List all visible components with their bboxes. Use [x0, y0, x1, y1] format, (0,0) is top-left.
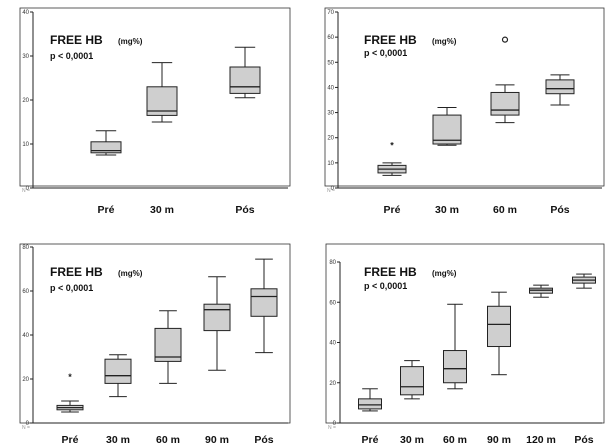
- y-tick-label: 80: [329, 260, 336, 266]
- box-iqr: [490, 91, 520, 116]
- chart-unit: (mg%): [118, 37, 143, 46]
- y-tick-label: 0: [26, 186, 30, 192]
- chart-panel-bottom-right: 0 20 40 60 80 N = Pré 30 m 60 m 90 m 120 m Pós FREE …: [325, 243, 605, 445]
- x-tick-label: Pós: [574, 434, 593, 445]
- box-iqr: [443, 350, 467, 384]
- box-iqr: [250, 288, 278, 317]
- x-tick-label: Pré: [62, 434, 79, 445]
- n-label: N =: [22, 188, 30, 194]
- chart-panel-bottom-left: 0 20 40 60 80 N = Pré 30 m 60 m 90 m Pós * FREE HB (m…: [19, 243, 291, 445]
- x-tick-label: 30 m: [400, 434, 424, 445]
- y-tick-label: 0: [333, 421, 337, 427]
- outlier-star: *: [390, 140, 394, 150]
- y-tick-label: 40: [329, 341, 336, 347]
- box-iqr: [154, 327, 182, 362]
- n-label: N =: [22, 425, 30, 431]
- p-value-label: p < 0,0001: [50, 283, 93, 293]
- box-iqr: [90, 141, 122, 154]
- x-tick-label: 60 m: [493, 204, 517, 216]
- y-tick-label: 20: [22, 98, 29, 104]
- chart-panel-top-left: 0 10 20 30 40 N = Pré 30 m Pós FREE HB (mg%) p < 0,…: [19, 7, 291, 216]
- y-tick-label: 40: [22, 10, 29, 16]
- outlier-star: *: [68, 372, 72, 382]
- box-iqr: [229, 66, 261, 94]
- n-label: N =: [327, 188, 335, 194]
- x-tick-label: 30 m: [435, 204, 459, 216]
- p-value-label: p < 0,0001: [364, 281, 407, 291]
- chart-title: FREE HB: [50, 33, 103, 47]
- chart-title: FREE HB: [364, 265, 417, 279]
- x-tick-label: Pré: [98, 204, 115, 216]
- chart-unit: (mg%): [432, 269, 457, 278]
- y-tick-label: 10: [22, 142, 29, 148]
- x-tick-label: 60 m: [443, 434, 467, 445]
- x-tick-label: 30 m: [150, 204, 174, 216]
- x-tick-label: 90 m: [205, 434, 229, 445]
- y-tick-label: 70: [327, 10, 334, 16]
- y-tick-label: 60: [329, 300, 336, 306]
- chart-title: FREE HB: [364, 33, 417, 47]
- y-tick-label: 0: [26, 421, 30, 427]
- y-tick-label: 30: [22, 54, 29, 60]
- box-iqr: [400, 366, 424, 396]
- y-tick-label: 40: [327, 85, 334, 91]
- x-tick-label: Pós: [254, 434, 273, 445]
- chart-unit: (mg%): [118, 269, 143, 278]
- y-tick-label: 10: [327, 161, 334, 167]
- y-tick-label: 0: [331, 186, 335, 192]
- chart-unit: (mg%): [432, 37, 457, 46]
- box-iqr: [432, 114, 462, 145]
- x-tick-label: Pós: [550, 204, 569, 216]
- x-tick-label: Pós: [235, 204, 254, 216]
- y-tick-label: 60: [22, 289, 29, 295]
- y-tick-label: 20: [327, 136, 334, 142]
- y-tick-label: 40: [22, 333, 29, 339]
- p-value-label: p < 0,0001: [50, 51, 93, 61]
- x-tick-label: 90 m: [487, 434, 511, 445]
- box-iqr: [545, 79, 575, 95]
- outlier-circle: [501, 36, 509, 43]
- y-tick-label: 20: [22, 377, 29, 383]
- box-iqr: [203, 303, 231, 332]
- plot-frame: [19, 7, 291, 187]
- y-tick-label: 50: [327, 60, 334, 66]
- x-tick-label: 120 m: [526, 434, 556, 445]
- box-iqr: [358, 398, 382, 410]
- chart-panel-top-right: 0 10 20 30 40 50 60 70 N = Pré 30 m 60 m Pós * FREE HB…: [324, 7, 605, 216]
- p-value-label: p < 0,0001: [364, 48, 407, 58]
- box-iqr: [487, 305, 511, 348]
- plot-frame: [324, 7, 605, 187]
- y-tick-label: 30: [327, 111, 334, 117]
- n-label: N =: [328, 425, 336, 431]
- x-tick-label: 60 m: [156, 434, 180, 445]
- x-tick-label: 30 m: [106, 434, 130, 445]
- y-tick-label: 20: [329, 381, 336, 387]
- x-tick-label: Pré: [384, 204, 401, 216]
- x-tick-label: Pré: [362, 434, 379, 445]
- y-tick-label: 60: [327, 35, 334, 41]
- box-iqr: [104, 358, 132, 384]
- chart-title: FREE HB: [50, 265, 103, 279]
- y-tick-label: 80: [22, 245, 29, 251]
